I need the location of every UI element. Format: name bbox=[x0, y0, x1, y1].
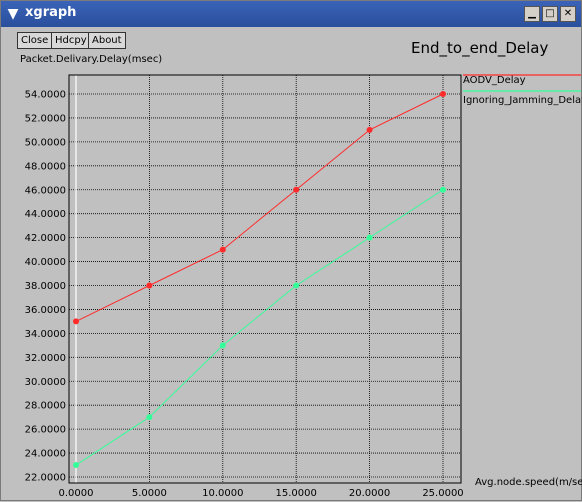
legend-label: Ignoring_Jamming_Delay bbox=[463, 95, 582, 106]
y-tick-label: 44.0000 bbox=[25, 209, 66, 220]
hdcpy-button[interactable]: Hdcpy bbox=[51, 32, 91, 49]
y-tick-label: 48.0000 bbox=[25, 161, 66, 172]
data-point-AODV_Delay bbox=[440, 91, 446, 97]
close-button[interactable]: Close bbox=[17, 32, 53, 49]
plot-border bbox=[68, 74, 462, 484]
grid-lines bbox=[69, 75, 461, 483]
data-point-Ignoring_Jamming_Delay bbox=[73, 462, 79, 469]
data-point-AODV_Delay bbox=[73, 318, 79, 325]
data-point-Ignoring_Jamming_Delay bbox=[366, 234, 373, 241]
data-point-AODV_Delay bbox=[219, 246, 226, 253]
x-tick-label: 10.0000 bbox=[202, 488, 243, 499]
minimize-icon[interactable]: ▁ bbox=[524, 6, 540, 22]
about-button[interactable]: About bbox=[88, 32, 126, 49]
x-axis-label: Avg.node.speed(m/sec) bbox=[475, 477, 582, 488]
data-point-Ignoring_Jamming_Delay bbox=[219, 342, 226, 349]
window-title: xgraph bbox=[25, 5, 77, 20]
window-menu-chevron-icon[interactable]: ▼ bbox=[7, 6, 19, 22]
y-tick-label: 26.0000 bbox=[25, 425, 66, 436]
data-point-AODV_Delay bbox=[293, 186, 300, 193]
y-tick-label: 40.0000 bbox=[25, 257, 66, 268]
y-tick-label: 52.0000 bbox=[25, 113, 66, 124]
axes bbox=[68, 74, 462, 484]
legend-label: AODV_Delay bbox=[463, 75, 526, 86]
y-tick-label: 28.0000 bbox=[25, 401, 66, 412]
tick-labels: 22.0000 24.0000 26.0000 28.0000 30.0000 32.00… bbox=[25, 90, 464, 500]
x-tick-label: 25.0000 bbox=[422, 488, 463, 499]
y-tick-label: 30.0000 bbox=[25, 377, 66, 388]
title-bar[interactable]: ▼ xgraph ▁ □ ✕ bbox=[1, 1, 581, 27]
y-tick-label: 54.0000 bbox=[25, 90, 66, 101]
data-point-AODV_Delay bbox=[366, 126, 373, 133]
y-tick-label: 32.0000 bbox=[25, 353, 66, 364]
x-tick-label: 5.0000 bbox=[132, 488, 167, 499]
y-tick-label: 42.0000 bbox=[25, 233, 66, 244]
maximize-icon[interactable]: □ bbox=[542, 6, 558, 22]
series-line-AODV_Delay bbox=[75, 93, 444, 322]
data-point-Ignoring_Jamming_Delay bbox=[293, 282, 300, 289]
data-point-Ignoring_Jamming_Delay bbox=[440, 186, 446, 193]
x-tick-label: 20.0000 bbox=[349, 488, 390, 499]
y-tick-label: 22.0000 bbox=[25, 473, 66, 484]
x-tick-label: 15.0000 bbox=[276, 488, 317, 499]
y-tick-label: 46.0000 bbox=[25, 185, 66, 196]
y-tick-label: 50.0000 bbox=[25, 137, 66, 148]
data-point-AODV_Delay bbox=[146, 282, 153, 289]
series-line-Ignoring_Jamming_Delay bbox=[75, 189, 444, 466]
y-tick-label: 36.0000 bbox=[25, 305, 66, 316]
y-tick-label: 24.0000 bbox=[25, 449, 66, 460]
close-window-icon[interactable]: ✕ bbox=[560, 6, 576, 22]
y-tick-label: 34.0000 bbox=[25, 329, 66, 340]
data-point-Ignoring_Jamming_Delay bbox=[146, 414, 153, 421]
legend: AODV_Delay Ignoring_Jamming_Delay bbox=[463, 74, 582, 106]
y-tick-label: 38.0000 bbox=[25, 281, 66, 292]
data-series bbox=[73, 91, 446, 469]
chart-title: End_to_end_Delay bbox=[411, 39, 549, 57]
y-axis-label: Packet.Delivary.Delay(msec) bbox=[20, 54, 163, 65]
x-tick-label: 0.0000 bbox=[59, 488, 94, 499]
